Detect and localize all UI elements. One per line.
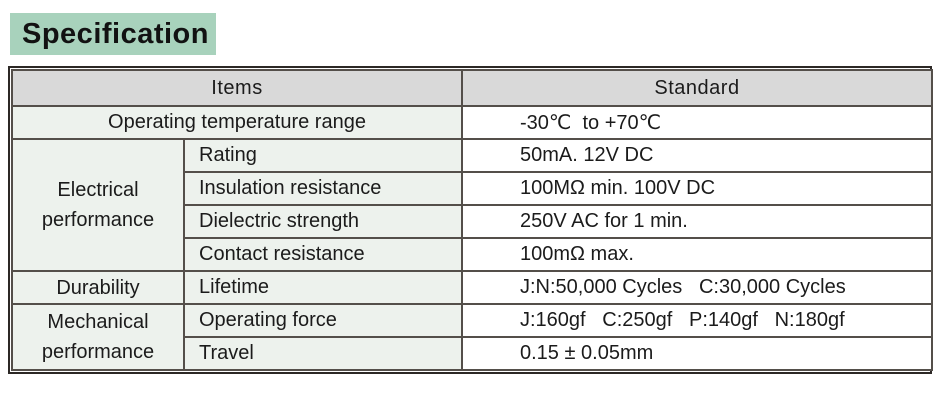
cell-operating-temperature-value: -30℃ to +70℃ [461, 105, 933, 140]
cell-operating-force-label: Operating force [183, 303, 463, 338]
row-operating-temperature: Operating temperature range -30℃ to +70℃ [11, 105, 933, 140]
section-title-bar: Specification [10, 13, 216, 55]
cell-rating-value: 50mA. 12V DC [461, 138, 933, 173]
cell-contact-resistance-value: 100mΩ max. [461, 237, 933, 272]
cell-electrical-group: Electrical performance [11, 138, 185, 272]
row-lifetime: Durability Lifetime J:N:50,000 Cycles C:… [11, 270, 933, 305]
cell-operating-temperature-label: Operating temperature range [11, 105, 463, 140]
cell-mechanical-group: Mechanical performance [11, 303, 185, 371]
cell-lifetime-value: J:N:50,000 Cycles C:30,000 Cycles [461, 270, 933, 305]
row-operating-force: Mechanical performance Operating force J… [11, 303, 933, 371]
cell-dielectric-strength-label: Dielectric strength [183, 204, 463, 239]
specification-table-frame: Items Standard Operating temperature ran… [8, 66, 933, 374]
section-title: Specification [22, 17, 209, 50]
cell-insulation-resistance-value: 100MΩ min. 100V DC [461, 171, 933, 206]
row-travel: Travel 0.15 ± 0.05mm [12, 336, 933, 371]
row-insulation-resistance: Insulation resistance 100MΩ min. 100V DC [12, 171, 933, 206]
cell-dielectric-strength-value: 250V AC for 1 min. [461, 204, 933, 239]
cell-contact-resistance-label: Contact resistance [183, 237, 463, 272]
cell-travel-value: 0.15 ± 0.05mm [461, 336, 933, 371]
row-contact-resistance: Contact resistance 100mΩ max. [12, 237, 933, 272]
cell-insulation-resistance-label: Insulation resistance [183, 171, 463, 206]
cell-operating-force-value: J:160gf C:250gf P:140gf N:180gf [461, 303, 933, 338]
cell-lifetime-label: Lifetime [183, 270, 463, 305]
row-rating: Electrical performance Rating 50mA. 12V … [11, 138, 933, 272]
cell-travel-label: Travel [183, 336, 463, 371]
header-standard: Standard [461, 69, 933, 107]
header-items: Items [11, 69, 463, 107]
specification-table: Items Standard Operating temperature ran… [11, 69, 933, 371]
table-header-row: Items Standard [11, 69, 933, 107]
row-dielectric-strength: Dielectric strength 250V AC for 1 min. [12, 204, 933, 239]
cell-rating-label: Rating [183, 138, 463, 173]
cell-durability-group: Durability [11, 270, 185, 305]
